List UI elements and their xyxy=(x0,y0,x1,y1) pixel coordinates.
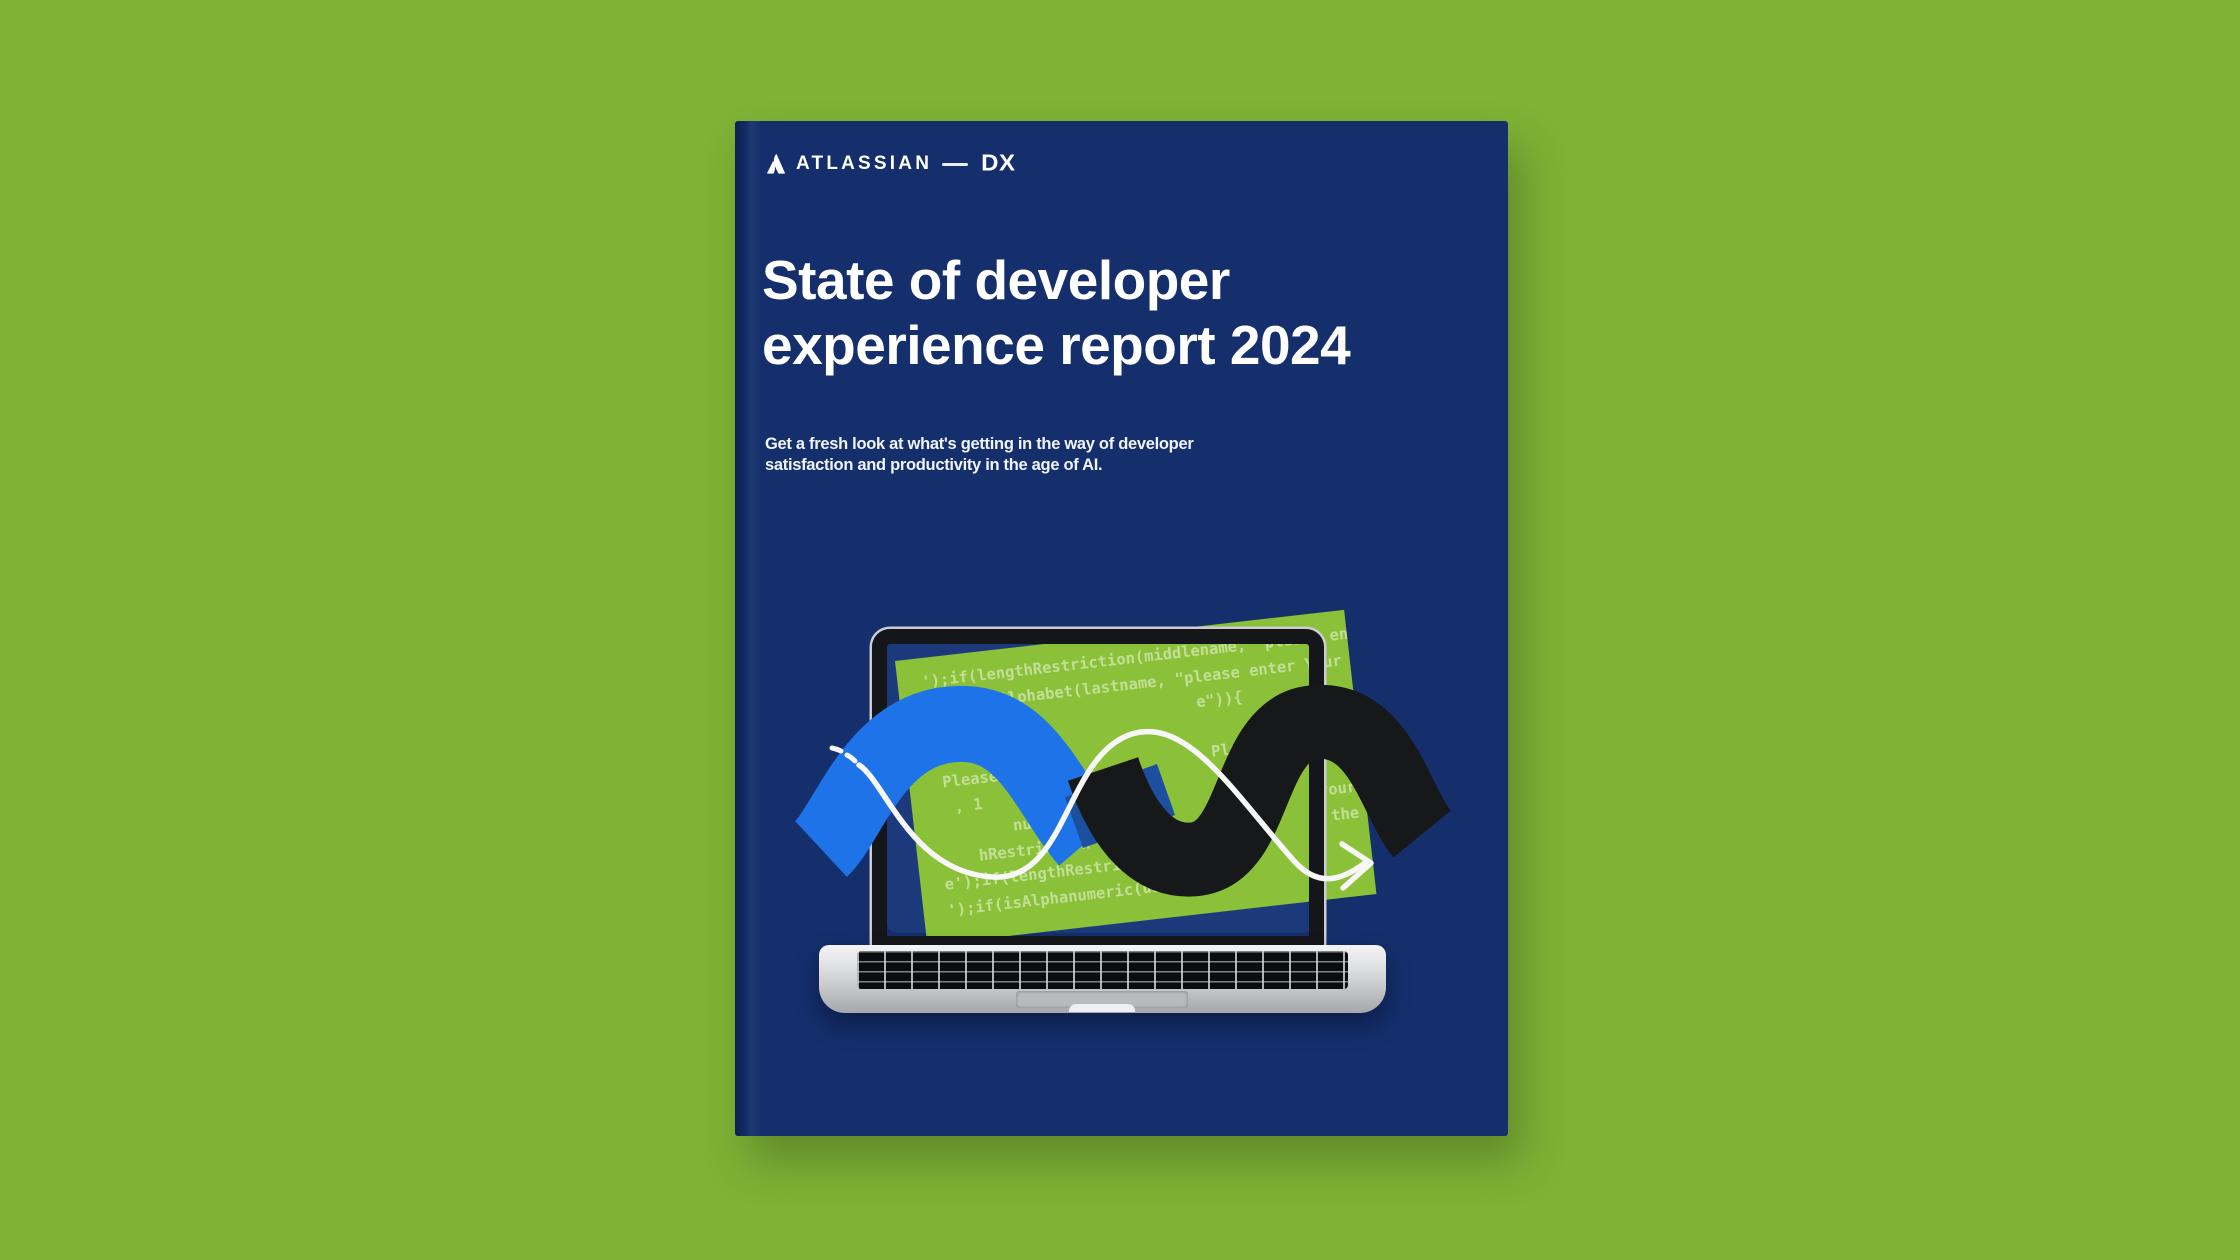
laptop-trackpad xyxy=(1016,991,1188,1008)
report-cover: ATLASSIAN DX State of developer experien… xyxy=(735,121,1508,1136)
arrow-head xyxy=(1339,841,1374,891)
arrow-dash xyxy=(829,745,844,754)
separator-dash-icon xyxy=(942,162,969,166)
brand-lockup: ATLASSIAN DX xyxy=(766,150,1016,177)
dx-logo: DX xyxy=(981,150,1016,177)
arrow-squiggle xyxy=(856,728,1368,882)
arrow-dash xyxy=(844,752,858,764)
laptop-lid-notch xyxy=(1069,1004,1135,1012)
subtitle: Get a fresh look at what's getting in th… xyxy=(765,434,1194,476)
subtitle-line-2: satisfaction and productivity in the age… xyxy=(765,456,1103,474)
laptop-keyboard xyxy=(857,951,1348,989)
subtitle-line-1: Get a fresh look at what's getting in th… xyxy=(765,435,1194,453)
wave-shapes-overlay xyxy=(793,685,1452,897)
page-title: State of developer experience report 202… xyxy=(762,248,1351,378)
brand-name: ATLASSIAN xyxy=(796,153,933,174)
atlassian-logo-icon xyxy=(767,154,785,174)
title-line-1: State of developer xyxy=(762,249,1230,311)
black-wave-shape xyxy=(1067,685,1452,897)
blue-wave-shape xyxy=(793,686,1118,877)
laptop-base xyxy=(819,945,1386,1013)
title-line-2: experience report 2024 xyxy=(762,314,1351,376)
laptop-illustration: ');if(lengthRestriction(middlename, "ple… xyxy=(735,121,1508,1136)
